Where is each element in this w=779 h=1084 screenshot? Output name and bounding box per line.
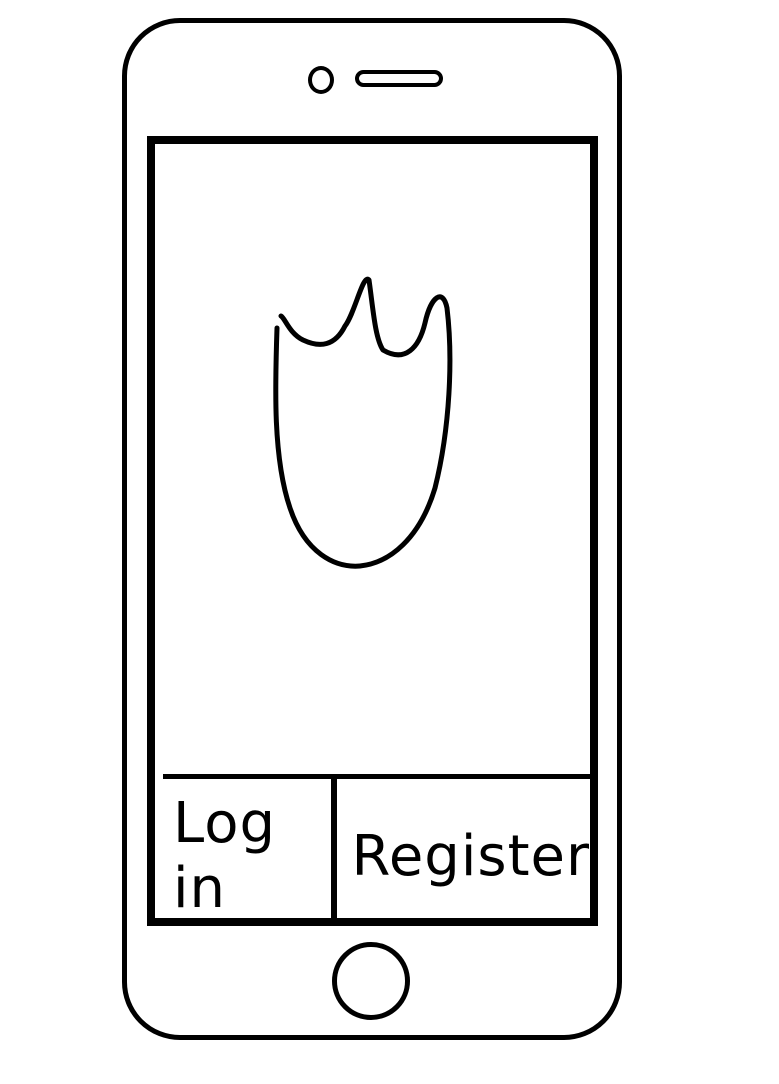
camera-icon <box>308 66 334 94</box>
login-button[interactable]: Log in <box>163 779 338 923</box>
logo-area <box>155 144 590 776</box>
phone-screen: Log in Register <box>147 136 598 926</box>
action-bar: Log in Register <box>163 774 590 923</box>
speaker-icon <box>355 70 443 87</box>
register-button[interactable]: Register <box>351 823 590 889</box>
shield-crown-icon <box>273 276 453 569</box>
home-button-icon[interactable] <box>332 942 410 1020</box>
